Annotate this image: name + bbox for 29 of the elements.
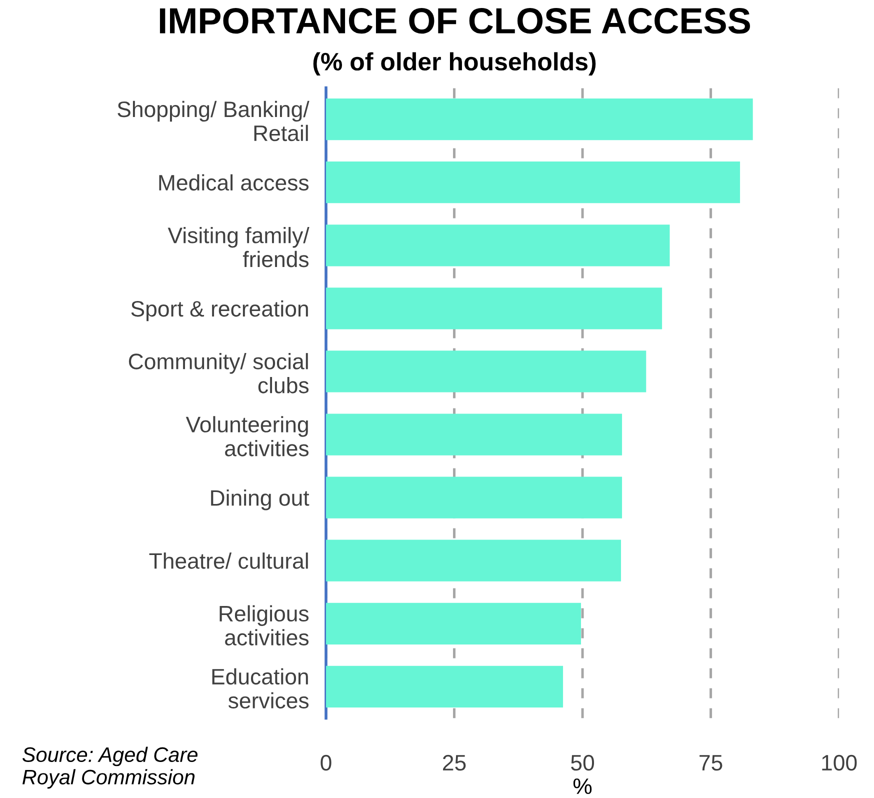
bar <box>326 288 662 330</box>
y-tick-label: Theatre/ cultural <box>149 552 308 569</box>
y-tick-label: Sport & recreation <box>131 300 308 322</box>
chart-subtitle: (% of older households) <box>313 52 596 76</box>
y-tick-label: Education services <box>212 668 309 709</box>
x-tick-label: 50 <box>571 754 594 771</box>
y-tick-label: Shopping/ Banking/ Retail <box>118 100 310 142</box>
x-tick-label: 100 <box>822 754 857 771</box>
bar <box>326 476 622 518</box>
y-tick-label: Volunteering activities <box>186 416 309 456</box>
chart-title: IMPORTANCE OF CLOSE ACCESS <box>160 8 750 34</box>
source-note: Source: Aged Care Royal Commission <box>22 746 198 789</box>
y-tick-label: Visiting family/ friends <box>168 226 310 268</box>
bar <box>326 162 740 204</box>
x-axis-title: % <box>573 778 592 794</box>
x-tick-label: 0 <box>320 754 332 771</box>
y-tick-label: Medical access <box>159 174 309 191</box>
x-tick-label: 75 <box>700 755 722 771</box>
bar <box>326 98 753 140</box>
bar <box>326 602 581 644</box>
bar <box>326 666 564 708</box>
y-tick-label: Religious activities <box>220 605 309 646</box>
x-tick-label: 25 <box>443 754 466 771</box>
bar <box>326 540 621 582</box>
bar <box>326 224 670 266</box>
bar <box>326 350 646 392</box>
bar <box>326 414 622 456</box>
y-tick-label: Community/ social clubs <box>128 353 309 394</box>
y-tick-label: Dining out <box>211 490 310 510</box>
